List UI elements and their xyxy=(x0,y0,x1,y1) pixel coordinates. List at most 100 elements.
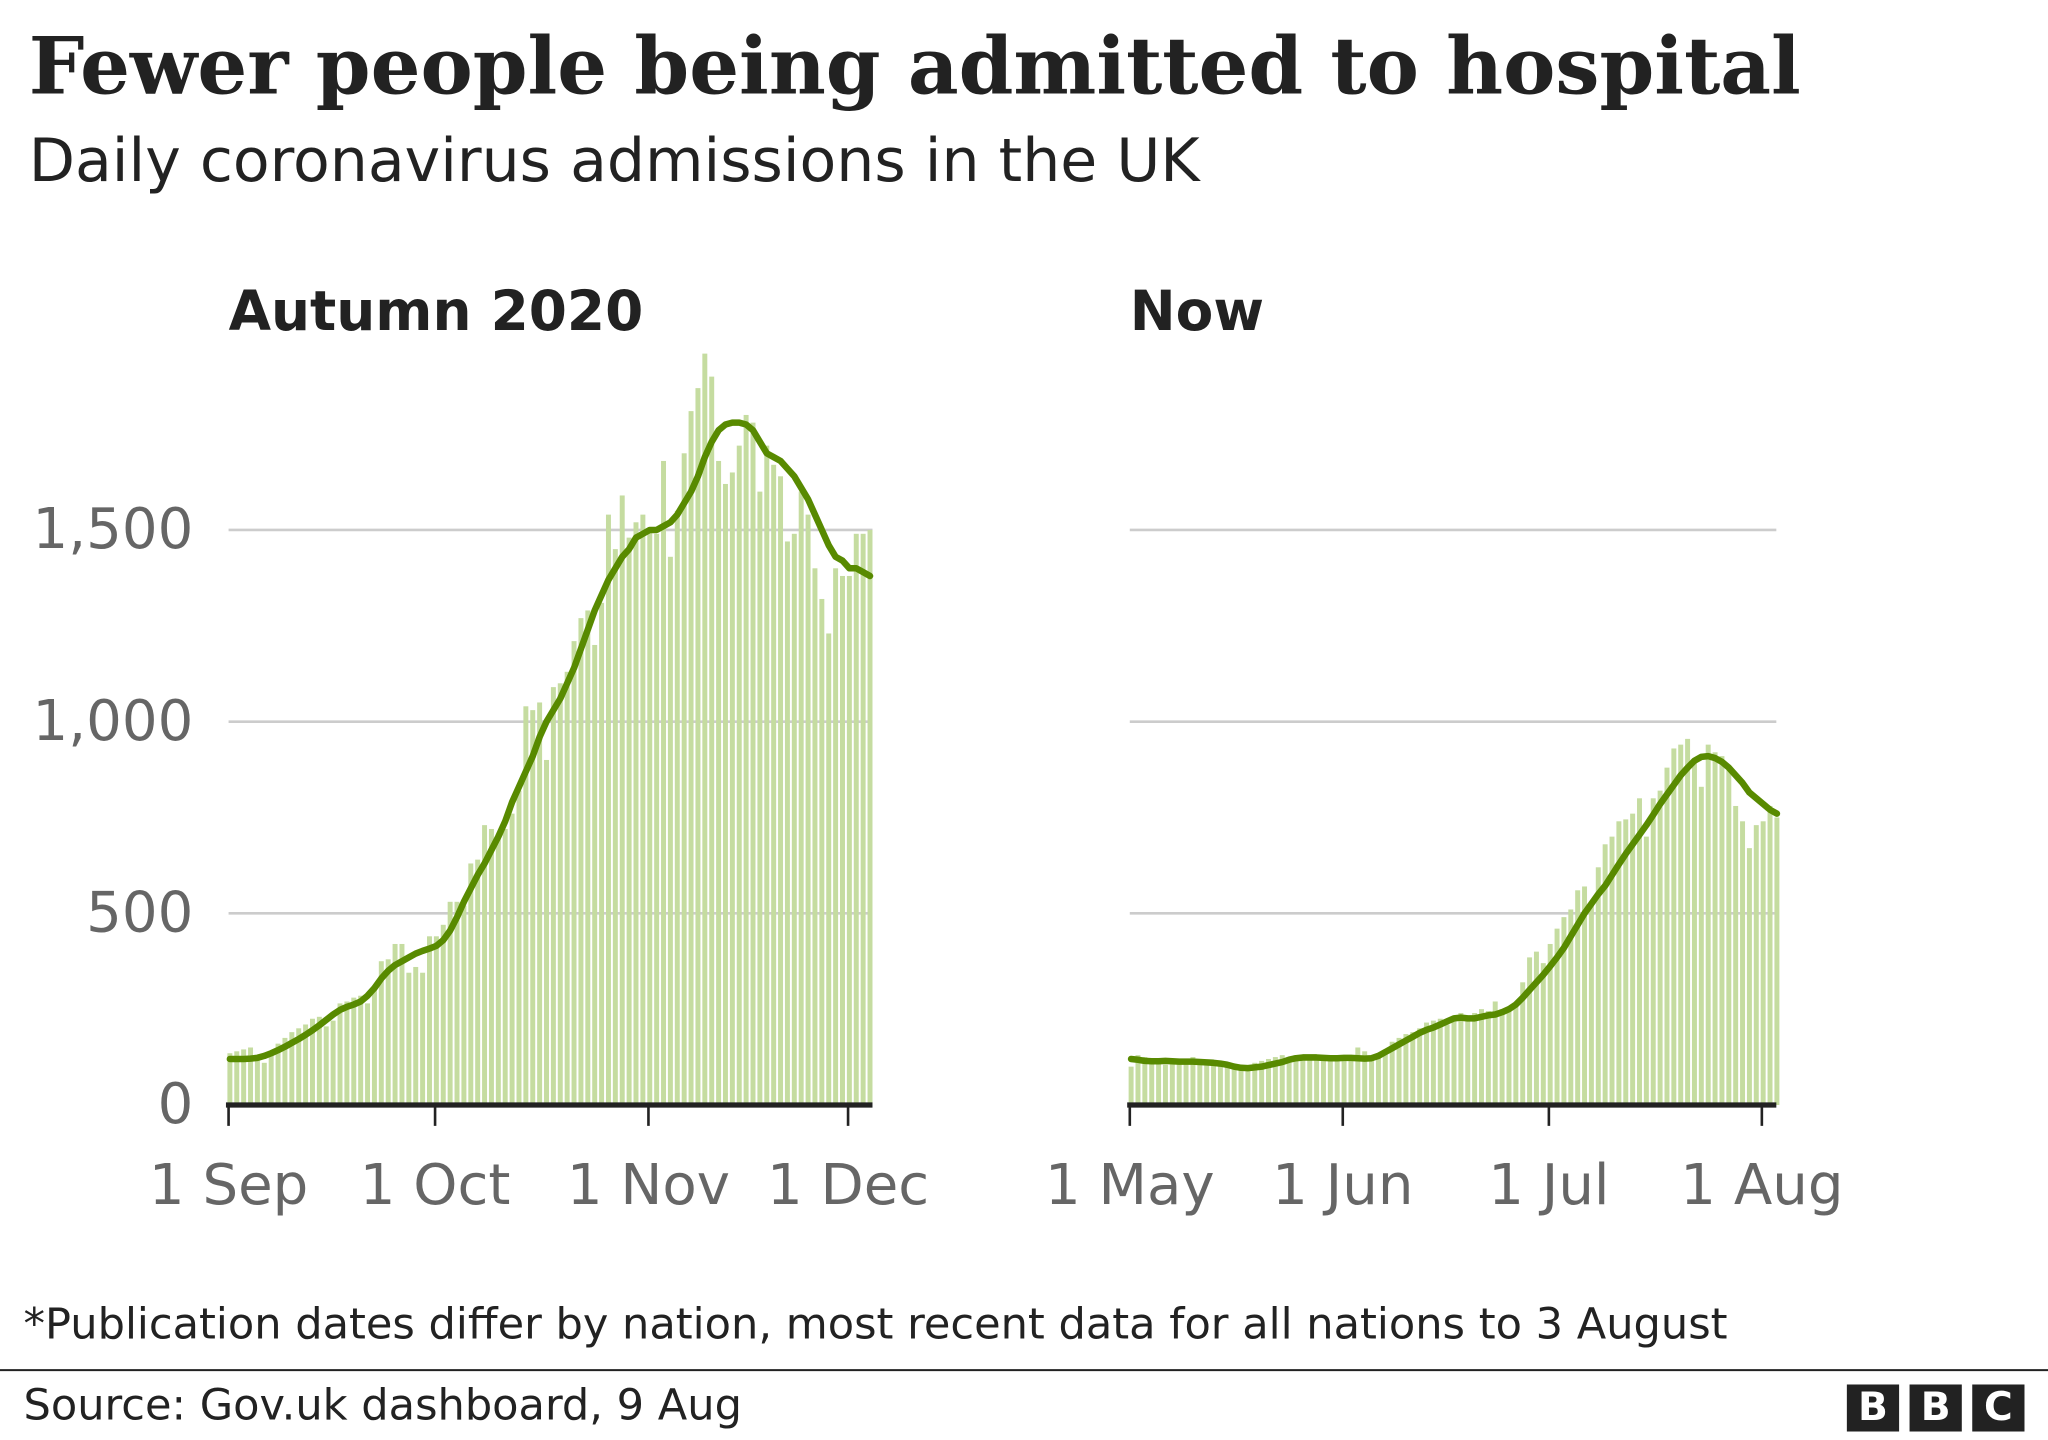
bar xyxy=(1554,928,1560,1105)
chart-subtitle: Daily coronavirus admissions in the UK xyxy=(29,126,1202,196)
bar xyxy=(530,710,536,1105)
bar xyxy=(550,687,556,1105)
bar xyxy=(427,936,432,1105)
bar xyxy=(234,1051,240,1105)
bar xyxy=(1334,1057,1340,1105)
bar xyxy=(592,644,598,1105)
bar xyxy=(867,529,873,1105)
bar xyxy=(1259,1060,1265,1105)
bar xyxy=(275,1043,281,1105)
bar xyxy=(241,1049,247,1105)
bar xyxy=(640,514,646,1105)
logo-box xyxy=(1846,1384,1900,1432)
bar xyxy=(1204,1060,1210,1105)
bar xyxy=(282,1037,288,1105)
y-tick-label: 1,500 xyxy=(33,497,194,562)
logo-letter: B xyxy=(1921,1385,1951,1430)
bar xyxy=(778,476,784,1105)
bar xyxy=(716,460,722,1105)
bar xyxy=(619,495,625,1105)
bar xyxy=(1451,1016,1457,1105)
bar xyxy=(826,633,832,1105)
bar xyxy=(860,533,866,1105)
y-tick-label: 0 xyxy=(158,1072,194,1137)
bar xyxy=(1403,1034,1409,1105)
logo-letter: B xyxy=(1858,1385,1888,1430)
bar xyxy=(454,901,460,1105)
bar xyxy=(1595,867,1601,1105)
bar xyxy=(1231,1068,1237,1105)
bar xyxy=(1485,1011,1491,1105)
bar xyxy=(1678,744,1684,1105)
bar xyxy=(1169,1058,1175,1105)
bar xyxy=(585,610,591,1105)
bar xyxy=(358,995,364,1105)
logo-box xyxy=(1972,1384,2025,1432)
bar xyxy=(557,683,563,1105)
bar xyxy=(1176,1060,1182,1105)
bar xyxy=(1410,1032,1416,1105)
bar xyxy=(1767,805,1773,1105)
bar xyxy=(791,533,797,1105)
bar xyxy=(1224,1066,1230,1105)
bar xyxy=(1128,1066,1134,1105)
bar xyxy=(840,575,845,1105)
bar xyxy=(1162,1064,1168,1105)
bar xyxy=(1746,848,1752,1105)
bar xyxy=(702,353,708,1105)
bar xyxy=(227,1053,233,1105)
bar xyxy=(750,422,756,1105)
x-tick-label: 1 Sep xyxy=(149,1153,308,1218)
bar xyxy=(1279,1055,1285,1105)
bar xyxy=(674,510,680,1105)
bar xyxy=(1266,1058,1271,1105)
bar xyxy=(1726,767,1732,1105)
x-tick-label: 1 Oct xyxy=(360,1153,511,1218)
x-tick-label: 1 Dec xyxy=(767,1153,929,1218)
panel-title: Now xyxy=(1130,279,1264,343)
average-line xyxy=(1127,752,1781,1072)
bar xyxy=(1396,1037,1402,1105)
bar xyxy=(1685,738,1691,1105)
bar xyxy=(1320,1058,1326,1105)
bar xyxy=(1637,798,1642,1105)
bar xyxy=(1602,844,1608,1105)
bar xyxy=(502,828,508,1105)
bar xyxy=(1355,1047,1361,1105)
bars xyxy=(227,353,873,1105)
bar xyxy=(1190,1057,1196,1105)
bar xyxy=(1616,821,1622,1105)
bar xyxy=(771,464,777,1105)
y-tick-label: 500 xyxy=(86,881,193,946)
bar xyxy=(1657,790,1663,1105)
footnote: *Publication dates differ by nation, mos… xyxy=(24,1300,1728,1350)
bar xyxy=(1142,1057,1148,1105)
bar xyxy=(1760,821,1766,1105)
bar xyxy=(323,1026,329,1105)
x-tick-label: 1 Jul xyxy=(1488,1153,1609,1218)
bar xyxy=(605,514,611,1105)
bar xyxy=(1479,1009,1484,1105)
logo-letter: C xyxy=(1984,1385,2013,1430)
bar xyxy=(1513,1005,1519,1105)
bar xyxy=(819,598,825,1105)
bar xyxy=(688,411,694,1105)
bar xyxy=(385,959,391,1105)
bar xyxy=(757,491,763,1105)
bar xyxy=(1774,817,1780,1105)
bar xyxy=(378,961,384,1105)
bar xyxy=(1733,805,1739,1105)
bar xyxy=(681,453,687,1105)
bar xyxy=(599,602,605,1105)
bar xyxy=(1492,1001,1498,1105)
bar xyxy=(798,491,804,1105)
x-tick-label: 1 May xyxy=(1045,1153,1215,1218)
bar xyxy=(399,943,405,1105)
bar xyxy=(812,568,818,1105)
bar xyxy=(365,1003,371,1105)
bar xyxy=(1465,1016,1471,1105)
bar xyxy=(654,533,660,1105)
bar xyxy=(633,522,639,1105)
bar xyxy=(461,905,467,1105)
